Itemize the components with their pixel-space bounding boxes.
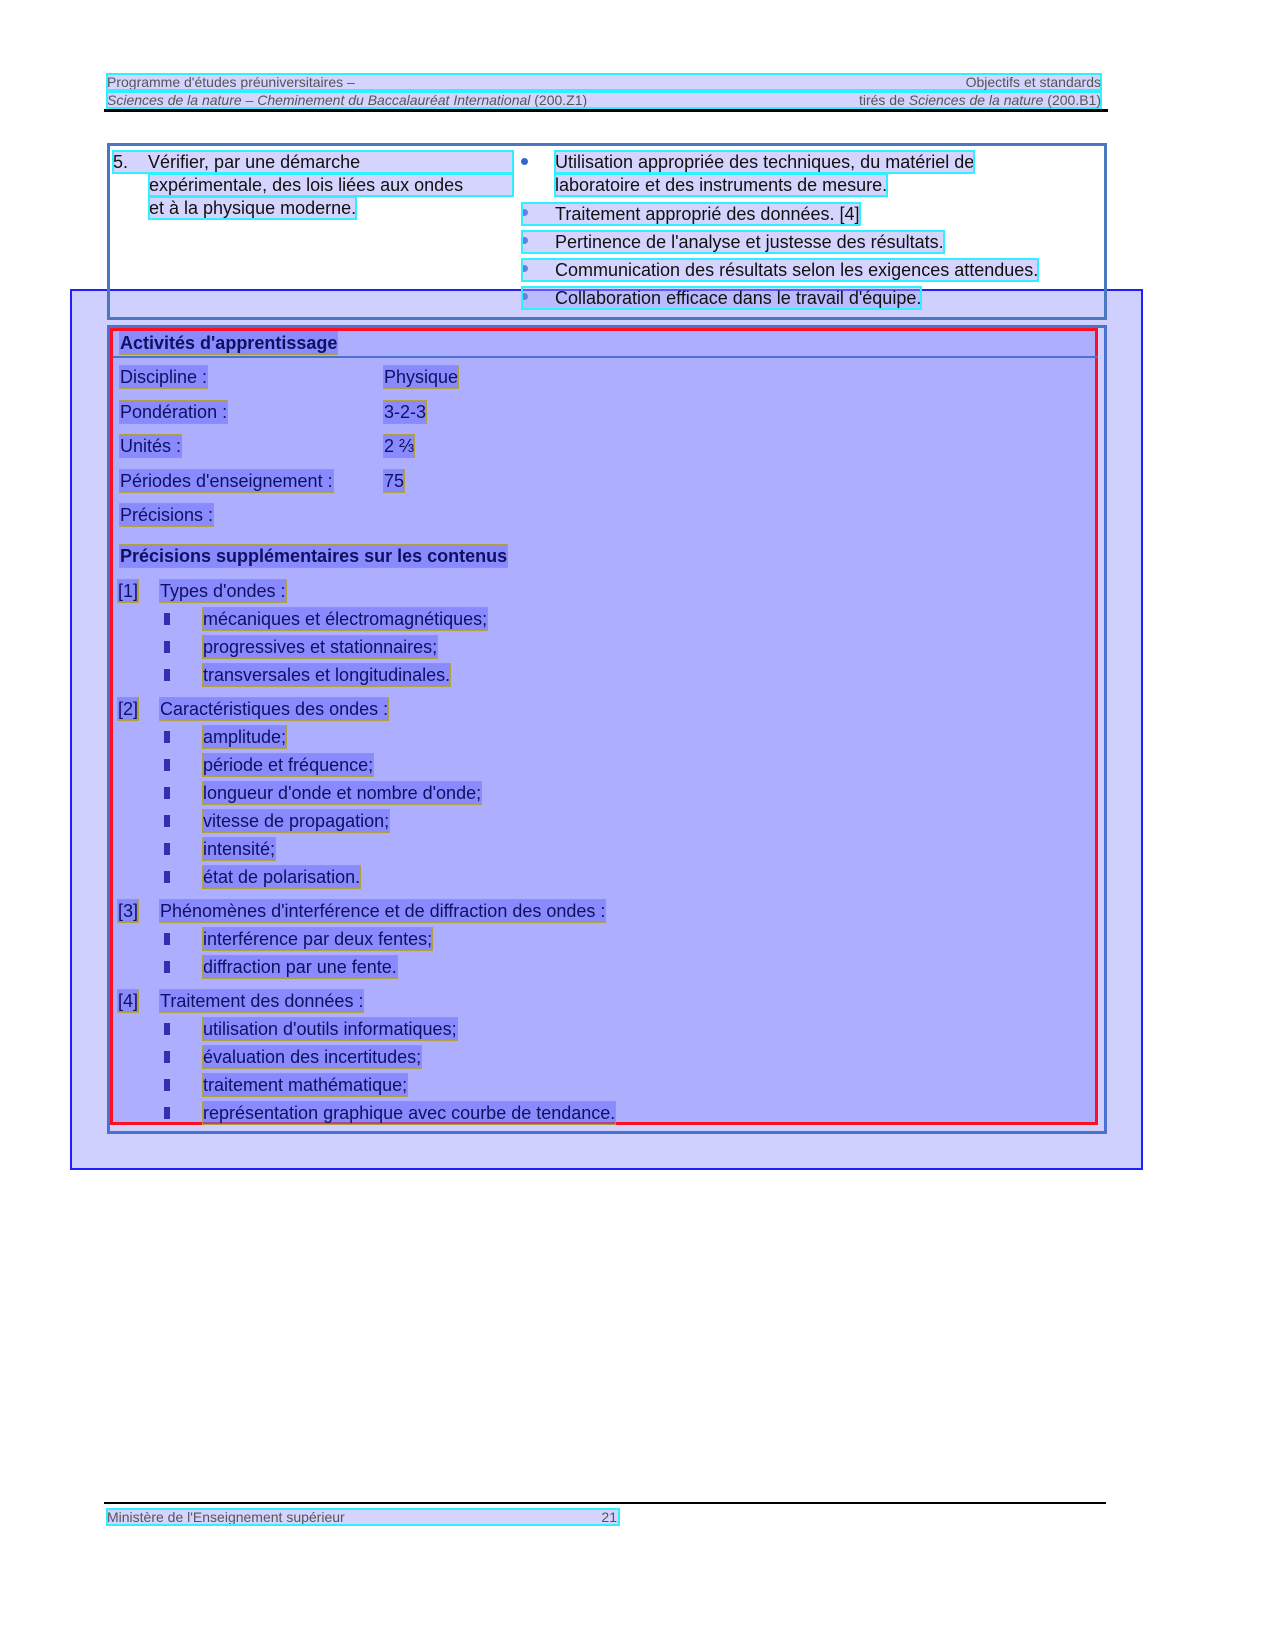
list-item: vitesse de propagation; xyxy=(201,809,391,833)
list-item: utilisation d'outils informatiques; xyxy=(202,1017,458,1041)
field-label: Précisions : xyxy=(118,503,215,527)
objective-box xyxy=(107,143,1107,320)
list-item: évaluation des incertitudes; xyxy=(201,1045,423,1069)
field-value: Physique xyxy=(382,365,460,389)
field-label: Pondération : xyxy=(118,400,229,424)
list-item: interférence par deux fentes; xyxy=(201,927,434,951)
activities-box xyxy=(107,325,1107,1134)
bullet-icon xyxy=(164,1079,170,1091)
list-item: représentation graphique avec courbe de … xyxy=(201,1101,617,1125)
bullet-icon xyxy=(164,1051,170,1063)
bullet-icon xyxy=(164,815,170,827)
bullet-icon xyxy=(164,641,170,653)
section-title: Types d'ondes : xyxy=(159,579,287,603)
objective-text: Vérifier, par une démarche xyxy=(148,152,361,172)
field-label: Unités : xyxy=(118,434,183,458)
objective-line-1: 5. Vérifier, par une démarche xyxy=(112,150,514,174)
standard-2: Traitement approprié des données. [4] xyxy=(521,202,861,226)
bullet-icon xyxy=(521,237,528,244)
bullet-icon xyxy=(164,1023,170,1035)
header-program: Programme d'études préuniversitaires – xyxy=(107,74,355,90)
footer: Ministère de l'Enseignement supérieur 21 xyxy=(106,1508,620,1526)
header-program-code: (200.Z1) xyxy=(534,92,588,108)
bullet-icon xyxy=(164,961,170,973)
header-objectives: Objectifs et standards xyxy=(965,74,1101,90)
precisions-subtitle: Précisions supplémentaires sur les conte… xyxy=(118,544,509,568)
section-title: Caractéristiques des ondes : xyxy=(158,697,390,721)
bullet-icon xyxy=(164,871,170,883)
list-item: traitement mathématique; xyxy=(201,1073,409,1097)
header-source-pre: tirés de xyxy=(858,92,905,108)
bullet-icon xyxy=(164,731,170,743)
list-item: longueur d'onde et nombre d'onde; xyxy=(201,781,483,805)
bullet-icon xyxy=(521,158,528,165)
section-title: Phénomènes d'interférence et de diffract… xyxy=(158,899,607,923)
section-number: [1] xyxy=(116,579,140,603)
objective-line-3: et à la physique moderne. xyxy=(147,196,358,220)
list-item: progressives et stationnaires; xyxy=(201,635,439,659)
list-item: intensité; xyxy=(201,837,277,861)
list-item: amplitude; xyxy=(201,725,288,749)
bullet-icon xyxy=(164,1107,170,1119)
objective-line-2: expérimentale, des lois liées aux ondes xyxy=(148,173,514,197)
header-row-1: Programme d'études préuniversitaires – O… xyxy=(106,73,1102,91)
standard-1-line-2: laboratoire et des instruments de mesure… xyxy=(553,173,889,197)
bullet-icon xyxy=(521,293,528,300)
bullet-icon xyxy=(164,843,170,855)
list-item: période et fréquence; xyxy=(201,753,375,777)
field-label: Périodes d'enseignement : xyxy=(119,469,334,493)
objective-number: 5. xyxy=(113,152,129,172)
list-item: état de polarisation. xyxy=(201,865,362,889)
bullet-icon xyxy=(164,613,170,625)
list-item: mécaniques et électromagnétiques; xyxy=(201,607,489,631)
footer-rule xyxy=(104,1502,1106,1504)
standard-4: Communication des résultats selon les ex… xyxy=(520,258,1040,282)
section-number: [2] xyxy=(116,697,140,721)
field-value: 2 ⅔ xyxy=(382,434,416,458)
section-number: [3] xyxy=(116,899,140,923)
bullet-icon xyxy=(164,759,170,771)
header-row-2: Sciences de la nature – Cheminement du B… xyxy=(106,91,1102,109)
activities-title-rule xyxy=(113,356,1098,358)
bullet-icon xyxy=(521,265,528,272)
header-source-code: (200.B1) xyxy=(1047,92,1101,108)
bullet-icon xyxy=(164,787,170,799)
activities-title: Activités d'apprentissage xyxy=(118,331,339,355)
field-value: 75 xyxy=(382,469,406,493)
list-item: transversales et longitudinales. xyxy=(201,663,452,687)
standard-3: Pertinence de l'analyse et justesse des … xyxy=(521,230,945,254)
standard-1-line-1: Utilisation appropriée des techniques, d… xyxy=(553,150,976,174)
bullet-icon xyxy=(164,669,170,681)
bullet-icon xyxy=(521,209,528,216)
section-title: Traitement des données : xyxy=(158,989,365,1013)
field-label: Discipline : xyxy=(118,365,209,389)
header-program-name: Sciences de la nature – Cheminement du B… xyxy=(107,92,531,108)
page-number: 21 xyxy=(601,1509,617,1525)
field-value: 3-2-3 xyxy=(382,400,428,424)
header-rule xyxy=(104,109,1108,112)
standard-5: Collaboration efficace dans le travail d… xyxy=(520,286,923,310)
header-source-name: Sciences de la nature xyxy=(908,92,1044,108)
list-item: diffraction par une fente. xyxy=(202,955,398,979)
section-number: [4] xyxy=(116,989,140,1013)
footer-ministry: Ministère de l'Enseignement supérieur xyxy=(107,1509,345,1525)
bullet-icon xyxy=(164,933,170,945)
